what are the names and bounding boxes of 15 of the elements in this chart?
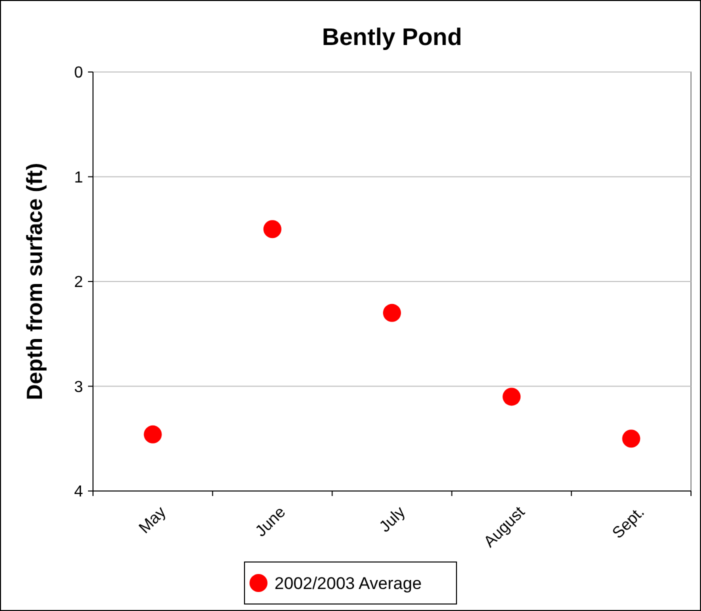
x-tick-label: May (136, 504, 170, 538)
point (502, 388, 521, 406)
point (622, 430, 640, 448)
y-tick-label: 0 (74, 64, 84, 82)
y-tick-label: 4 (74, 484, 84, 501)
chart-title: Bently Pond (322, 24, 462, 51)
point (263, 220, 282, 238)
point (383, 304, 401, 322)
y-tick-label: 2 (74, 274, 84, 292)
y-tick-label: 3 (74, 378, 84, 396)
y-axis-title: Depth from surface (ft) (22, 162, 47, 400)
legend-label: 2002/2003 Average (274, 574, 422, 593)
point (144, 425, 162, 444)
x-tick-label: July (376, 504, 409, 536)
y-tick-label: 1 (74, 169, 84, 186)
